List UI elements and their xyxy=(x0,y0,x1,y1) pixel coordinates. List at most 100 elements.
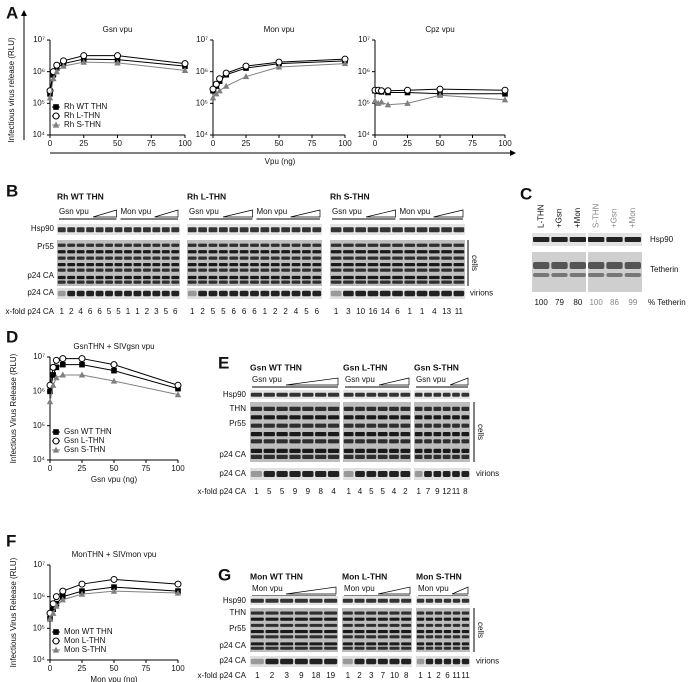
band xyxy=(95,280,104,284)
band xyxy=(124,275,132,280)
band xyxy=(309,642,323,646)
band xyxy=(260,290,270,297)
band xyxy=(67,243,76,247)
band xyxy=(291,268,301,272)
legend-label: Gsn WT THN xyxy=(64,427,112,436)
marker xyxy=(80,58,87,65)
y-tick-label: 10⁷ xyxy=(196,35,208,44)
band xyxy=(354,623,365,627)
legend-marker xyxy=(52,121,60,128)
arrow-head xyxy=(21,10,27,16)
band xyxy=(315,415,327,420)
band xyxy=(67,227,76,233)
band xyxy=(270,243,280,247)
band xyxy=(315,439,327,444)
band xyxy=(67,268,76,272)
band xyxy=(428,290,440,297)
band xyxy=(366,598,377,603)
band xyxy=(414,432,423,437)
band xyxy=(461,423,470,428)
band xyxy=(263,448,275,453)
fold-value: 4 xyxy=(358,487,363,496)
band xyxy=(354,635,365,639)
band xyxy=(355,227,367,233)
band xyxy=(86,243,95,247)
band xyxy=(443,642,452,646)
band xyxy=(133,268,142,272)
band xyxy=(442,454,451,459)
band xyxy=(425,642,434,646)
band xyxy=(533,273,550,277)
chart-title: Cpz vpu xyxy=(425,25,454,34)
band xyxy=(404,263,416,267)
fold-value: 2 xyxy=(69,307,74,316)
band xyxy=(281,227,291,233)
band xyxy=(416,256,428,260)
legend-label: Rh WT THN xyxy=(64,102,107,111)
fold-label: x-fold p24 CA xyxy=(198,487,247,496)
legend-marker xyxy=(52,646,60,653)
band xyxy=(461,471,470,477)
band xyxy=(389,439,399,444)
band xyxy=(276,471,288,477)
wedge xyxy=(449,377,469,386)
band xyxy=(401,642,412,646)
band xyxy=(324,658,338,665)
band xyxy=(161,268,170,272)
band xyxy=(424,471,432,477)
x-tick-label: 0 xyxy=(48,139,53,148)
legend-marker xyxy=(52,446,60,453)
band xyxy=(114,243,123,247)
band xyxy=(453,280,465,284)
band xyxy=(367,256,379,260)
band xyxy=(229,263,239,267)
fold-value: 6 xyxy=(242,307,247,316)
band xyxy=(229,275,239,280)
band xyxy=(443,611,452,615)
band xyxy=(424,439,432,444)
legend-marker xyxy=(52,437,60,445)
fold-value: 5 xyxy=(221,307,226,316)
treatment-label: Mon vpu xyxy=(252,584,283,593)
band xyxy=(461,392,470,397)
band xyxy=(198,250,207,254)
band xyxy=(433,432,442,437)
band xyxy=(208,256,218,260)
band xyxy=(281,263,291,267)
marker xyxy=(378,98,385,105)
band xyxy=(280,611,294,615)
marker xyxy=(114,52,121,60)
band xyxy=(452,635,461,639)
band xyxy=(606,237,623,242)
band xyxy=(379,268,391,272)
band xyxy=(452,658,461,665)
marker xyxy=(501,86,509,94)
y-tick-label: 10⁵ xyxy=(358,98,370,107)
band xyxy=(114,275,123,280)
band xyxy=(588,262,605,269)
band xyxy=(416,623,425,627)
band xyxy=(379,280,391,284)
band xyxy=(416,642,425,646)
band xyxy=(312,275,322,280)
band xyxy=(229,256,239,260)
band xyxy=(95,250,104,254)
fold-value: 18 xyxy=(312,671,321,680)
band xyxy=(114,280,123,284)
band xyxy=(551,262,568,269)
band xyxy=(161,227,170,233)
band xyxy=(289,415,301,420)
fold-value: 5 xyxy=(280,487,285,496)
fold-value: 4 xyxy=(294,307,299,316)
band xyxy=(441,250,452,254)
band xyxy=(208,275,218,280)
marker xyxy=(174,391,182,398)
band xyxy=(366,406,377,411)
band xyxy=(95,275,104,280)
blot-bg xyxy=(342,608,412,652)
legend-marker xyxy=(52,112,60,120)
band xyxy=(289,448,301,453)
band xyxy=(569,262,586,269)
row-label: p24 CA xyxy=(27,288,54,297)
band xyxy=(161,290,170,297)
